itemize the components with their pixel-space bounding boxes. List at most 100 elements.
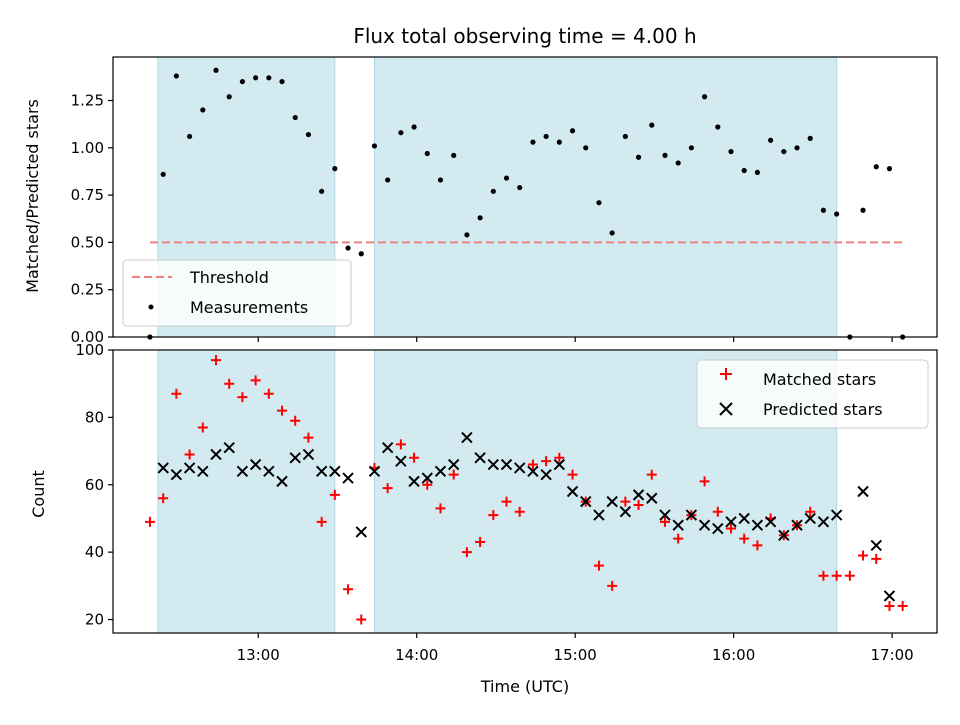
top-y-tick-label: 1.00	[71, 139, 104, 157]
top-panel-shading	[157, 56, 838, 338]
measurements-point	[543, 133, 549, 140]
measurements-point	[609, 230, 615, 236]
matched-stars-point	[475, 537, 486, 548]
bottom-x-tick-label: 14:00	[395, 646, 438, 664]
predicted-stars-point	[276, 475, 288, 488]
measurements-point	[451, 152, 457, 158]
predicted-stars-point	[593, 509, 605, 521]
predicted-stars-point	[725, 516, 737, 528]
measurements-point	[503, 175, 510, 181]
predicted-stars-point	[738, 512, 750, 525]
predicted-stars-point	[421, 472, 433, 484]
predicted-stars-point	[447, 458, 460, 471]
measurements-point	[556, 139, 562, 145]
measurements-point	[860, 207, 866, 213]
measurements-point	[490, 188, 496, 194]
predicted-stars-point	[514, 462, 526, 474]
measurements-point	[873, 164, 879, 170]
measurements-point	[596, 200, 602, 206]
measurements-point	[701, 94, 708, 100]
top-legend-box	[122, 259, 352, 327]
predicted-stars-point	[540, 468, 552, 481]
measurements-point	[292, 114, 298, 121]
measurements-point	[622, 133, 628, 140]
predicted-stars-point	[197, 465, 209, 477]
predicted-stars-point	[751, 519, 764, 531]
measurements-point	[332, 166, 338, 172]
matched-stars-point	[858, 550, 869, 561]
predicted-stars-point	[619, 506, 632, 518]
matched-stars-point	[726, 523, 736, 534]
top-shaded-interval	[373, 56, 838, 338]
predicted-stars-point	[183, 462, 196, 474]
matched-stars-point	[343, 584, 354, 595]
predicted-stars-point	[646, 492, 658, 504]
matched-stars-point	[554, 452, 565, 463]
predicted-stars-point	[527, 465, 539, 477]
predicted-stars-point	[632, 489, 645, 501]
chart-title: Flux total observing time = 4.00 h	[353, 24, 696, 48]
measurements-point	[266, 75, 272, 81]
predicted-stars-point	[315, 465, 328, 477]
matched-stars-point	[831, 570, 842, 581]
matched-stars-point	[158, 493, 169, 504]
bottom-panel-axes: 20 40 60 80 100 13:00 14:00 15:00 16:00 17:00	[75, 341, 938, 664]
measurements-point	[688, 145, 694, 151]
matched-stars-point	[739, 533, 750, 544]
bottom-shaded-interval	[157, 349, 336, 634]
measurements-point	[675, 160, 681, 166]
matched-stars-point	[659, 516, 670, 527]
predicted-stars-point	[408, 475, 420, 488]
top-panel-axes: 0.00 0.25 0.50 0.75 1.00 1.25	[71, 56, 938, 346]
measurements-point	[794, 145, 800, 151]
bottom-y-tick-label: 20	[85, 611, 104, 629]
measurements-point	[477, 215, 483, 221]
measurements-point	[398, 130, 404, 136]
matched-stars-point	[501, 496, 512, 507]
predicted-stars-point	[342, 472, 354, 484]
top-y-tick-label: 0.75	[71, 186, 104, 204]
measurements-point	[569, 128, 576, 134]
measurements-point	[715, 124, 721, 130]
measurements-point	[253, 75, 259, 81]
measurements-point	[358, 251, 364, 257]
matched-stars-point	[488, 510, 499, 521]
matched-stars-point	[184, 449, 195, 460]
matched-stars-point	[448, 469, 459, 480]
measurements-point	[754, 169, 761, 176]
measurements-point	[345, 245, 351, 251]
predicted-stars-point	[170, 468, 183, 481]
matched-stars-point	[382, 483, 393, 494]
top-panel-points	[147, 67, 906, 340]
predicted-stars-point	[778, 529, 790, 542]
matched-stars-point	[395, 439, 406, 450]
measurements-point	[820, 207, 827, 213]
predicted-stars-point	[672, 519, 684, 531]
matched-stars-point	[422, 479, 433, 490]
matched-stars-point	[329, 489, 340, 500]
measurements-point	[160, 171, 166, 177]
predicted-stars-point	[553, 458, 566, 471]
matched-stars-point	[871, 553, 882, 564]
bottom-x-tick-label: 16:00	[712, 646, 755, 664]
measurements-point	[635, 154, 642, 160]
top-y-tick-label: 0.00	[71, 328, 104, 346]
matched-stars-point	[884, 601, 895, 612]
matched-stars-point	[567, 469, 578, 480]
measurements-point	[728, 148, 734, 155]
predicted-stars-point	[883, 590, 896, 602]
bottom-y-tick-label: 100	[75, 341, 104, 359]
measurements-point	[886, 166, 893, 172]
bottom-x-tick-label: 15:00	[554, 646, 597, 664]
measurements-point	[424, 150, 430, 157]
predicted-stars-point	[263, 465, 275, 477]
matched-stars-point	[646, 469, 657, 480]
predicted-stars-point	[791, 519, 803, 531]
matched-stars-point	[461, 547, 472, 558]
bottom-legend: Matched stars Predicted stars	[696, 359, 929, 429]
matched-stars-point	[593, 560, 604, 571]
matched-stars-point	[409, 452, 420, 463]
predicted-stars-point	[804, 512, 816, 525]
measurements-point	[226, 94, 232, 100]
